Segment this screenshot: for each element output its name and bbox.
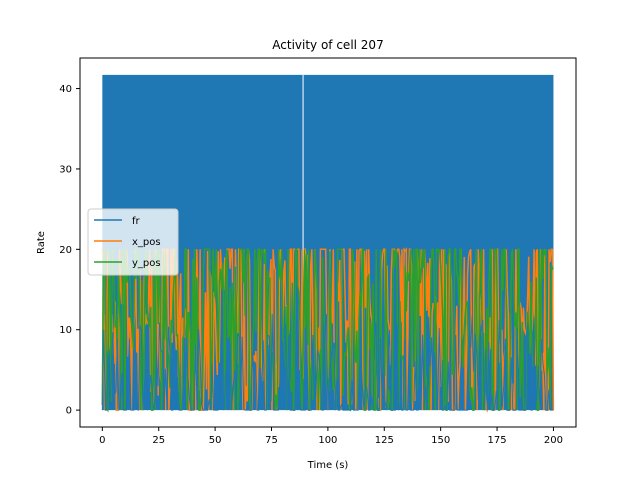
y-tick-label: 0: [66, 406, 72, 417]
x-tick-label: 25: [152, 435, 165, 446]
legend-label-y_pos: y_pos: [132, 258, 161, 269]
x-tick-label: 125: [375, 435, 394, 446]
y-axis-label: Rate: [36, 231, 47, 254]
legend-label-fr: fr: [132, 216, 141, 227]
y-tick-label: 10: [59, 325, 72, 336]
legend: fr x_pos y_pos: [87, 208, 179, 276]
legend-box: [87, 208, 179, 276]
y-tick-label: 40: [59, 84, 72, 95]
x-axis-label: Time (s): [307, 460, 349, 471]
x-tick-label: 175: [488, 435, 507, 446]
chart-title: Activity of cell 207: [272, 38, 383, 52]
x-tick-label: 200: [544, 435, 563, 446]
x-tick-label: 150: [431, 435, 450, 446]
y-tick-label: 20: [59, 245, 72, 256]
legend-label-x_pos: x_pos: [132, 237, 161, 248]
x-tick-label: 100: [318, 435, 337, 446]
y-tick-label: 30: [59, 164, 72, 175]
series-fr-low-line: [101, 313, 554, 411]
x-tick-label: 0: [99, 435, 105, 446]
x-tick-label: 75: [265, 435, 278, 446]
x-tick-label: 50: [209, 435, 222, 446]
axis-ticks: 0 25 50 75 100 125 150 175 200 0 10 20 30 40: [59, 84, 563, 446]
